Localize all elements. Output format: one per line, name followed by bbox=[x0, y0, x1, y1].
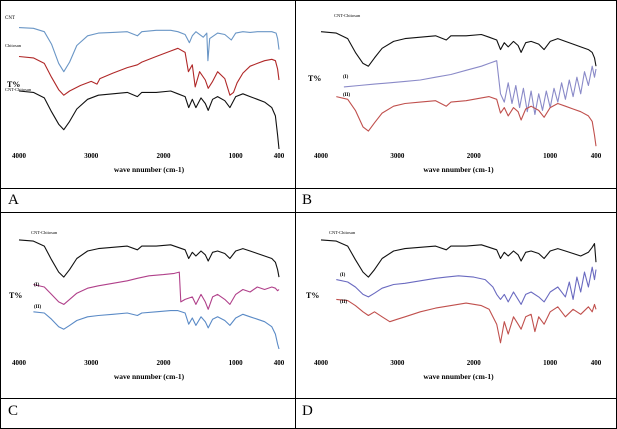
grid-border-top bbox=[0, 0, 617, 1]
series-line-1-0 bbox=[320, 31, 597, 67]
grid-divider-middle bbox=[0, 212, 617, 213]
x-axis-label-2: wave nnumber (cm-1) bbox=[114, 372, 185, 381]
grid-divider-label-top bbox=[0, 188, 617, 189]
chart-panel-c: CNT-Chitosan (I) (II) T% 4000 3000 2000 1000 400… bbox=[9, 230, 285, 381]
y-axis-label-0: T% bbox=[7, 80, 20, 89]
series-line-0-0 bbox=[18, 27, 280, 73]
x-tick-label-1-0: 4000 bbox=[314, 152, 329, 160]
series-label-3-1: (I) bbox=[340, 273, 346, 278]
x-tick-label-2-2: 2000 bbox=[156, 359, 171, 367]
grid-divider-label-bottom bbox=[0, 398, 617, 399]
x-tick-label-1-4: 400 bbox=[591, 152, 602, 160]
series-line-1-2 bbox=[336, 96, 597, 147]
series-line-0-2 bbox=[18, 90, 280, 150]
series-line-1-1 bbox=[343, 60, 597, 116]
series-line-3-2 bbox=[336, 298, 597, 344]
x-tick-label-2-4: 400 bbox=[274, 359, 285, 367]
series-line-2-2 bbox=[33, 310, 280, 350]
series-label-1-2: (II) bbox=[343, 93, 351, 98]
x-axis-label-3: wave nnumber (cm-1) bbox=[423, 372, 494, 381]
series-label-2-2: (II) bbox=[34, 305, 42, 310]
series-label-0-0: CNT bbox=[5, 16, 15, 21]
chart-panel-d: CNT-Chitosan (I) (II) T% 4000 3000 2000 1000 400… bbox=[306, 230, 602, 381]
x-axis-label-1: wave nnumber (cm-1) bbox=[423, 165, 494, 174]
x-tick-label-3-0: 4000 bbox=[314, 359, 329, 367]
x-tick-label-3-3: 1000 bbox=[543, 359, 558, 367]
chart-panel-b: CNT-Chitosan (I) (II) T% 4000 3000 2000 1000 400… bbox=[308, 13, 602, 174]
x-tick-label-2-1: 3000 bbox=[84, 359, 99, 367]
series-line-2-0 bbox=[18, 239, 280, 278]
x-tick-label-3-1: 3000 bbox=[390, 359, 405, 367]
series-label-0-1: Chitosan bbox=[5, 43, 22, 48]
grid-divider-vertical bbox=[295, 0, 296, 429]
x-axis-label-0: wave nnumber (cm-1) bbox=[114, 165, 185, 174]
x-tick-label-0-0: 4000 bbox=[12, 152, 27, 160]
series-line-2-1 bbox=[33, 271, 280, 310]
x-tick-label-0-4: 400 bbox=[274, 152, 285, 160]
x-tick-label-0-3: 1000 bbox=[229, 152, 244, 160]
x-tick-label-2-3: 1000 bbox=[229, 359, 244, 367]
x-tick-label-3-4: 400 bbox=[591, 359, 602, 367]
y-axis-label-3: T% bbox=[306, 291, 319, 300]
panel-letter-b: B bbox=[302, 192, 313, 208]
x-tick-label-1-3: 1000 bbox=[543, 152, 558, 160]
x-tick-label-0-1: 3000 bbox=[84, 152, 99, 160]
x-tick-label-3-2: 2000 bbox=[467, 359, 482, 367]
series-label-1-1: (I) bbox=[343, 75, 349, 80]
series-line-3-0 bbox=[320, 239, 597, 278]
y-axis-label-1: T% bbox=[308, 74, 321, 83]
panel-letter-a: A bbox=[8, 192, 19, 208]
x-tick-label-1-1: 3000 bbox=[390, 152, 405, 160]
x-tick-label-1-2: 2000 bbox=[467, 152, 482, 160]
y-axis-label-2: T% bbox=[9, 291, 22, 300]
panel-letter-d: D bbox=[302, 403, 313, 419]
series-line-0-1 bbox=[18, 47, 280, 96]
series-label-3-0: CNT-Chitosan bbox=[329, 230, 356, 235]
panel-letter-c: C bbox=[8, 403, 19, 419]
grid-border-left bbox=[0, 0, 1, 429]
series-label-3-2: (II) bbox=[340, 300, 348, 305]
series-label-0-2: CNT-Chitosan bbox=[5, 87, 32, 92]
x-tick-label-0-2: 2000 bbox=[156, 152, 171, 160]
series-line-3-1 bbox=[336, 266, 597, 305]
series-label-2-1: (I) bbox=[34, 283, 40, 288]
series-label-1-0: CNT-Chitosan bbox=[334, 13, 361, 18]
series-label-2-0: CNT-Chitosan bbox=[31, 230, 58, 235]
x-tick-label-2-0: 4000 bbox=[12, 359, 27, 367]
